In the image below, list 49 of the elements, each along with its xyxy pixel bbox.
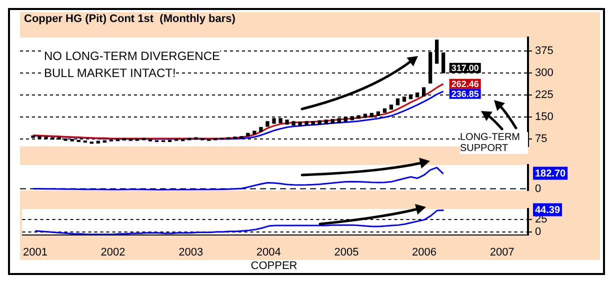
x-tick-label: 2002	[100, 246, 126, 258]
y-tick-label: 375	[535, 44, 554, 57]
annotation: 262.46	[451, 78, 479, 89]
annotation: LONG-TERM SUPPORT	[460, 132, 528, 154]
bar	[292, 121, 296, 126]
bar	[252, 130, 256, 134]
bar	[246, 132, 250, 136]
bar	[142, 138, 146, 140]
x-tick-label: 2005	[334, 246, 359, 258]
bar	[168, 140, 172, 142]
bar	[304, 121, 308, 126]
x-tick-label: 2007	[490, 246, 514, 258]
y-tick-label: 300	[535, 66, 554, 79]
y-tick-label: 182.70	[535, 168, 566, 180]
bar	[122, 138, 126, 141]
bar	[266, 121, 270, 127]
x-tick-label: 2001	[22, 246, 48, 258]
bar	[188, 138, 192, 140]
y-tick-label: 225	[535, 88, 554, 101]
x-tick-label: 2003	[178, 246, 204, 258]
annotation: NO LONG-TERM DIVERGENCE	[44, 49, 220, 64]
bar	[311, 121, 315, 126]
y-tick-label: 150	[535, 111, 554, 124]
y-tick-label: 44.39	[535, 205, 560, 216]
bar	[116, 138, 120, 142]
bar	[318, 120, 322, 125]
x-tick-label: 2004	[256, 246, 281, 258]
bar	[259, 126, 263, 132]
annotation: BULL MARKET INTACT!	[44, 66, 176, 80]
y-tick-label: 0	[535, 182, 542, 195]
x-axis-title: COPPER	[250, 260, 298, 272]
bar	[298, 122, 302, 126]
bar	[382, 108, 387, 113]
bar	[344, 116, 348, 122]
bar	[422, 87, 426, 96]
annotation: 317.00	[451, 62, 479, 73]
x-tick-label: 2006	[412, 246, 436, 258]
bar	[194, 137, 198, 140]
bar	[389, 104, 394, 110]
bar	[102, 140, 106, 143]
bar	[415, 92, 420, 98]
annotation: 236.85	[451, 88, 479, 99]
bar	[363, 114, 368, 118]
chart-title: Copper HG (Pit) Cont 1st (Monthly bars)	[24, 13, 236, 25]
bar	[285, 120, 289, 125]
bar	[396, 98, 400, 106]
y-tick-label: 0	[535, 226, 542, 238]
bar	[324, 120, 328, 124]
y-tick-label: 75	[535, 133, 548, 146]
